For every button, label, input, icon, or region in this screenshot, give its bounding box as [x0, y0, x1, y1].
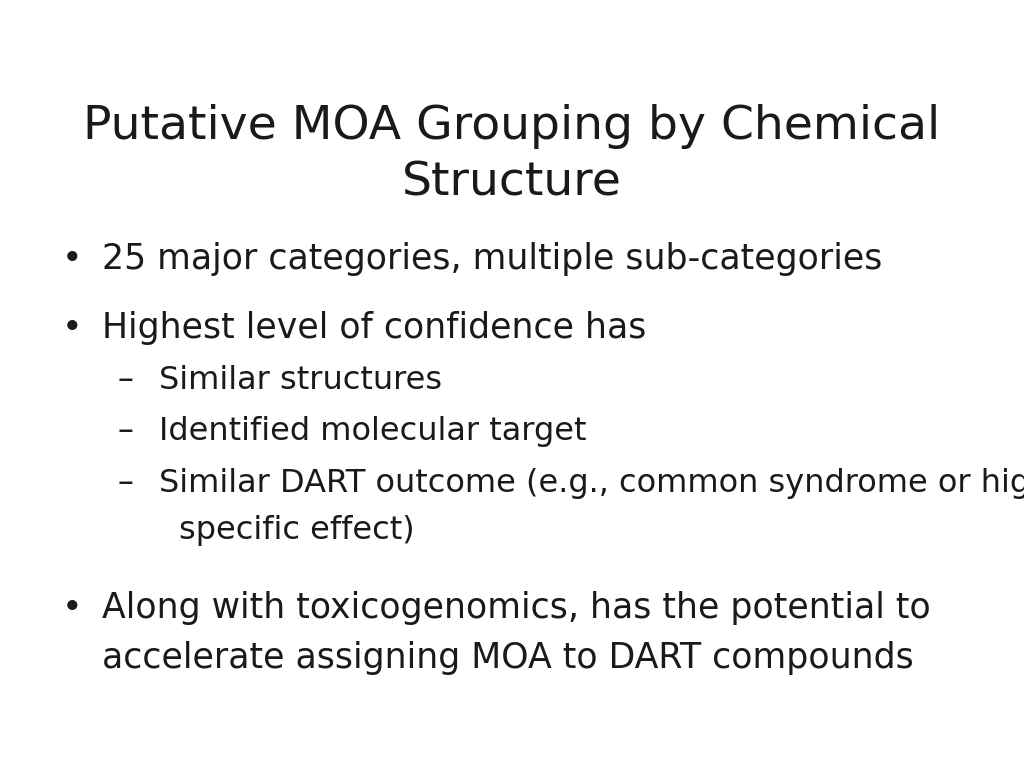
Text: Putative MOA Grouping by Chemical
Structure: Putative MOA Grouping by Chemical Struct…: [83, 104, 941, 206]
Text: Identified molecular target: Identified molecular target: [159, 416, 586, 447]
Text: accelerate assigning MOA to DART compounds: accelerate assigning MOA to DART compoun…: [102, 641, 914, 675]
Text: –: –: [118, 416, 134, 447]
Text: –: –: [118, 365, 134, 396]
Text: Similar DART outcome (e.g., common syndrome or highly: Similar DART outcome (e.g., common syndr…: [159, 468, 1024, 499]
Text: •: •: [61, 591, 82, 625]
Text: •: •: [61, 242, 82, 276]
Text: 25 major categories, multiple sub-categories: 25 major categories, multiple sub-catego…: [102, 242, 883, 276]
Text: Along with toxicogenomics, has the potential to: Along with toxicogenomics, has the poten…: [102, 591, 931, 625]
Text: Similar structures: Similar structures: [159, 365, 441, 396]
Text: –: –: [118, 468, 134, 499]
Text: Highest level of confidence has: Highest level of confidence has: [102, 311, 647, 345]
Text: specific effect): specific effect): [179, 515, 415, 545]
Text: •: •: [61, 311, 82, 345]
